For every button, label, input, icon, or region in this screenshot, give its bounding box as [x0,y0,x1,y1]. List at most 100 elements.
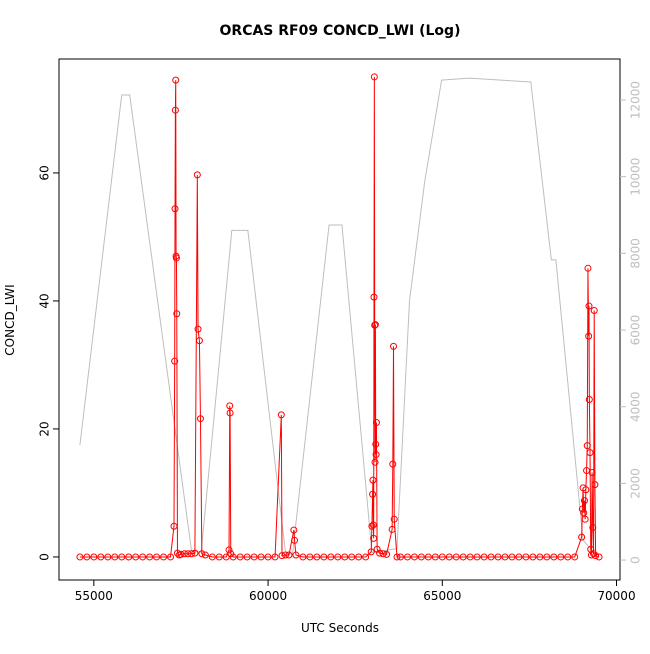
data-point [215,553,223,561]
data-point [243,553,251,561]
data-point [501,553,509,561]
data-point [348,553,356,561]
data-point [389,460,397,468]
series-line [79,76,600,558]
chart-title: ORCAS RF09 CONCD_LWI (Log) [220,23,461,39]
data-point [371,321,379,329]
data-point [369,521,377,529]
data-point [459,553,467,561]
data-point [132,553,140,561]
data-point [362,553,370,561]
data-point [592,552,600,560]
data-point [590,550,598,558]
data-point [480,553,488,561]
data-point [466,553,474,561]
x-tick-label: 70000 [597,589,635,603]
data-point [76,553,84,561]
data-point [171,106,179,114]
data-point [184,550,192,558]
data-point [571,553,579,561]
data-point [83,553,91,561]
data-point [277,411,285,419]
data-point [292,551,300,559]
data-point [167,553,175,561]
data-point [367,548,375,556]
data-point [390,515,398,523]
data-point [291,536,299,544]
data-point [160,553,168,561]
data-point [139,553,147,561]
data-point [522,553,530,561]
data-point [222,553,230,561]
y-tick-label: 0 [38,553,52,561]
data-point [543,553,551,561]
y2-tick-label: 0 [629,556,643,564]
data-point [591,481,599,489]
x-axis-label: UTC Seconds [301,621,379,635]
data-point [589,524,597,532]
x-tick-label: 60000 [249,589,287,603]
data-point [586,449,594,457]
data-point [191,549,199,557]
y2-tick-label: 6000 [629,315,643,346]
data-point [271,553,279,561]
data-point [170,522,178,530]
data-point [371,458,379,466]
data-point [580,497,588,505]
data-point [153,553,161,561]
data-point [370,73,378,81]
data-point [536,553,544,561]
data-point [588,468,596,476]
data-point [368,522,376,530]
x-tick-label: 65000 [423,589,461,603]
y2-tick-label: 12000 [629,81,643,119]
data-point [372,440,380,448]
data-point [198,550,206,558]
y2-tick-label: 2000 [629,468,643,499]
data-point [90,553,98,561]
data-point [473,553,481,561]
y2-tick-label: 10000 [629,158,643,196]
data-point [550,553,558,561]
data-point [225,546,233,554]
data-point [193,171,201,179]
data-point [578,533,586,541]
data-point [508,553,516,561]
data-point [226,402,234,410]
data-point [431,553,439,561]
data-point [187,550,195,558]
data-point [146,553,154,561]
data-point [590,307,598,315]
data-point [580,509,588,517]
data-point [118,553,126,561]
data-point [111,553,119,561]
data-point [369,490,377,498]
data-point [410,553,418,561]
data-point [438,553,446,561]
data-point [369,476,377,484]
data-point [104,553,112,561]
data-point [515,553,523,561]
data-point [355,553,363,561]
data-point [173,549,181,557]
data-point [264,553,272,561]
data-point [403,553,411,561]
data-point [171,205,179,213]
data-point [487,553,495,561]
data-point [172,76,180,84]
data-point [388,525,396,533]
data-point [173,310,181,318]
data-point [208,553,216,561]
y-axis-label: CONCD_LWI [3,284,17,355]
data-point [370,534,378,542]
data-point [299,553,307,561]
data-point [564,553,572,561]
x-tick-label: 55000 [75,589,113,603]
data-point [171,357,179,365]
data-point [290,526,298,534]
data-point [196,415,204,423]
plot-frame [58,58,621,581]
data-point [379,550,387,558]
data-point [372,451,380,459]
